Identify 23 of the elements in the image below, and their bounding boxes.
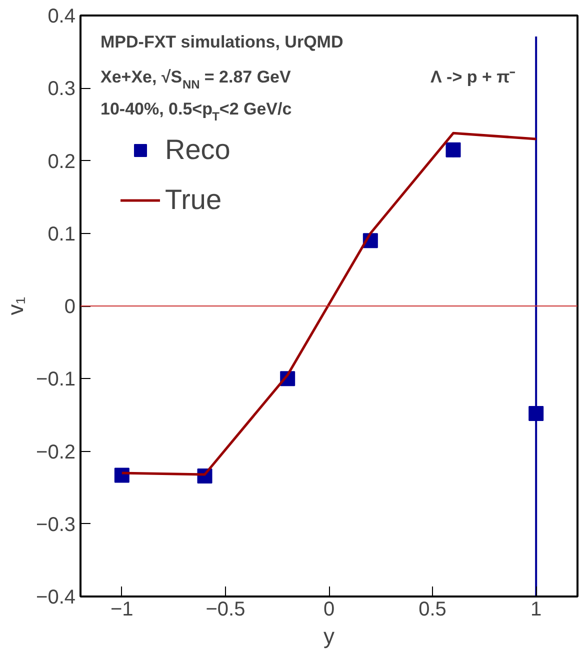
legend-label: Reco bbox=[165, 134, 230, 166]
y-tick-label: −0.4 bbox=[36, 586, 76, 608]
point bbox=[528, 406, 544, 421]
x-axis-title: y bbox=[324, 624, 334, 648]
x-tick-label: −1 bbox=[110, 598, 134, 620]
x-tick-label: −0.5 bbox=[206, 598, 246, 620]
y-tick-label: −0.3 bbox=[36, 514, 76, 536]
x-tick-label: 1 bbox=[530, 598, 542, 620]
annotation: Λ -> p + π⁻ bbox=[430, 68, 516, 86]
y-axis-title: v₁ bbox=[3, 296, 28, 316]
y-tick-label: −0.2 bbox=[36, 441, 76, 464]
point bbox=[114, 468, 130, 483]
y-tick-label: −0.1 bbox=[36, 368, 76, 391]
annotation: MPD-FXT simulations, UrQMD bbox=[100, 32, 344, 52]
y-tick-label: 0.2 bbox=[48, 150, 76, 173]
legend-label: True bbox=[165, 184, 222, 216]
y-tick-label: 0 bbox=[64, 296, 76, 318]
point bbox=[446, 142, 461, 158]
x-tick-label: 0.5 bbox=[418, 598, 446, 620]
y-tick-label: 0.4 bbox=[48, 6, 76, 28]
x-tick-label: 0 bbox=[323, 598, 335, 620]
y-tick-label: 0.1 bbox=[48, 223, 76, 246]
y-tick-label: 0.3 bbox=[48, 78, 76, 100]
